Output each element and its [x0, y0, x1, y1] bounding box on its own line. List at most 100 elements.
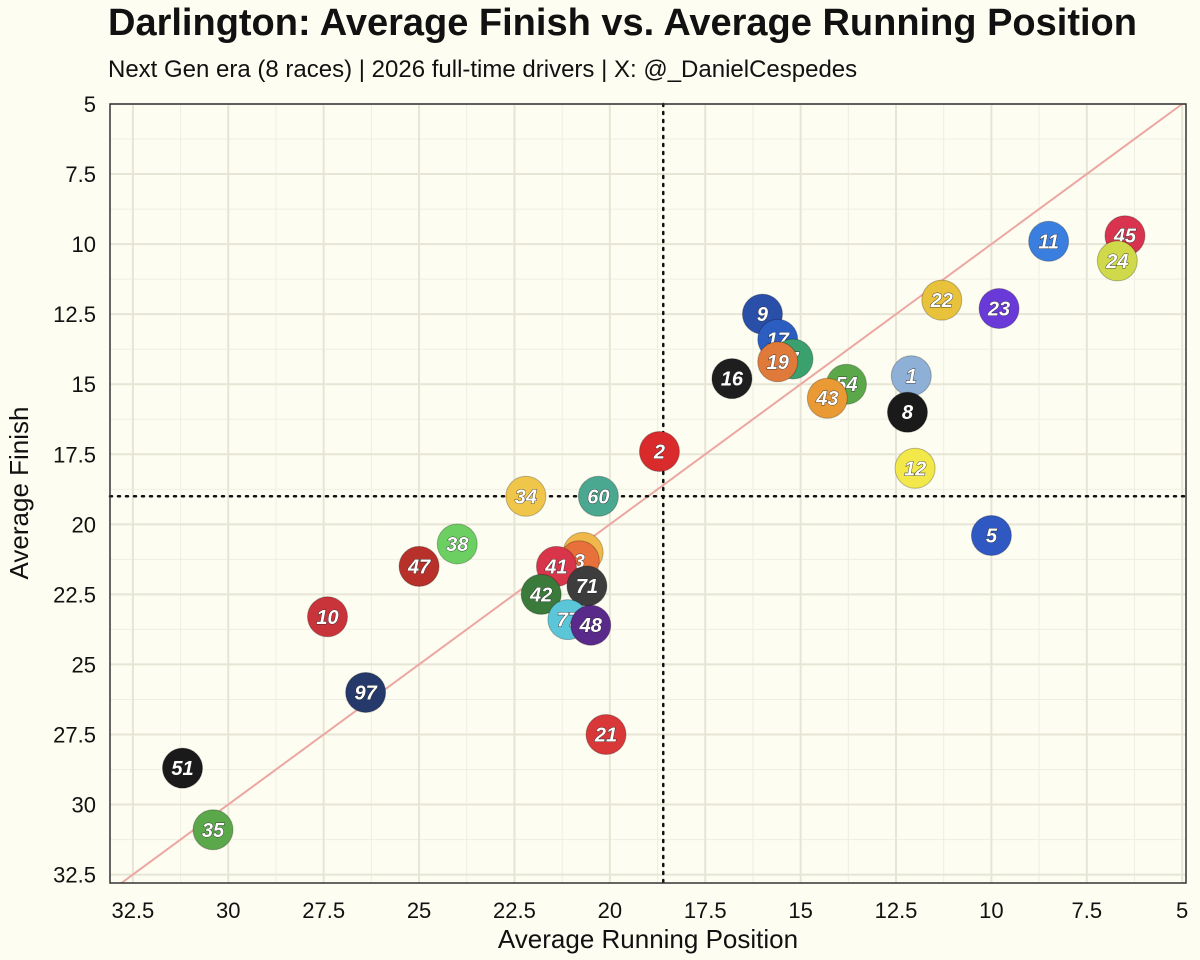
car-number-label: 41: [544, 556, 567, 578]
car-number-label: 43: [815, 388, 838, 410]
point-marker: [436, 523, 478, 565]
point-marker: [505, 475, 547, 517]
car-number-label: 51: [171, 758, 193, 780]
car-number-label: 10: [316, 607, 338, 629]
car-number-label: 21: [594, 724, 617, 746]
plot-frame: [109, 103, 1187, 884]
driver-point-51[interactable]: 51: [161, 747, 203, 789]
point-marker: [398, 545, 440, 587]
point-marker: [1028, 220, 1070, 262]
driver-point-5[interactable]: 5: [970, 515, 1012, 557]
car-number-label: 3: [574, 551, 585, 573]
x-tick-label: 12.5: [875, 898, 918, 923]
point-marker: [306, 596, 348, 638]
chart-subtitle: Next Gen era (8 races) | 2026 full-time …: [108, 56, 858, 83]
data-points: 4511242223917719161544382123460538434741…: [161, 215, 1146, 851]
car-number-label: 11: [1038, 231, 1059, 253]
driver-point-21[interactable]: 21: [585, 713, 627, 755]
x-tick-label: 32.5: [111, 898, 154, 923]
point-marker: [886, 391, 928, 433]
point-marker: [757, 341, 799, 383]
car-number-label: 5: [986, 526, 998, 548]
point-marker: [894, 447, 936, 489]
car-number-label: 97: [355, 682, 378, 704]
x-tick-label: 7.5: [1071, 898, 1102, 923]
car-number-label: 38: [446, 534, 469, 556]
car-number-label: 23: [987, 299, 1010, 321]
identity-reference-line: [120, 103, 1183, 884]
x-tick-label: 17.5: [684, 898, 727, 923]
y-tick-label: 7.5: [65, 162, 96, 187]
car-number-label: 60: [587, 486, 609, 508]
point-marker: [978, 288, 1020, 330]
point-marker: [711, 358, 753, 400]
driver-point-23[interactable]: 23: [978, 288, 1020, 330]
y-tick-label: 10: [72, 232, 96, 257]
x-tick-label: 5: [1176, 898, 1188, 923]
y-tick-label: 15: [72, 372, 96, 397]
car-number-label: 34: [515, 486, 537, 508]
driver-point-71[interactable]: 71: [566, 565, 608, 607]
driver-point-42[interactable]: 42: [520, 573, 562, 615]
y-tick-label: 22.5: [53, 582, 96, 607]
axis-ticks: 32.5 30 27.5 25 22.5 20 17.5 15 12.5 10 7.5 557.510…: [53, 92, 1188, 923]
driver-point-38[interactable]: 38: [436, 523, 478, 565]
car-number-label: 1: [906, 366, 917, 388]
driver-point-47[interactable]: 47: [398, 545, 440, 587]
chart-title: Darlington: Average Finish vs. Average R…: [108, 2, 1137, 44]
x-tick-label: 25: [407, 898, 431, 923]
driver-point-34[interactable]: 34: [505, 475, 547, 517]
point-marker: [806, 377, 848, 419]
point-marker: [638, 430, 680, 472]
point-marker: [345, 671, 387, 713]
x-tick-label: 10: [979, 898, 1003, 923]
y-tick-label: 27.5: [53, 722, 96, 747]
car-number-label: 48: [579, 615, 603, 637]
driver-point-16[interactable]: 16: [711, 358, 753, 400]
y-tick-label: 25: [72, 652, 96, 677]
point-marker: [192, 809, 234, 851]
point-marker: [577, 475, 619, 517]
point-marker: [585, 713, 627, 755]
y-tick-label: 20: [72, 512, 96, 537]
x-tick-label: 15: [788, 898, 812, 923]
car-number-label: 42: [529, 584, 552, 606]
driver-point-60[interactable]: 60: [577, 475, 619, 517]
driver-point-11[interactable]: 11: [1028, 220, 1070, 262]
x-axis-title: Average Running Position: [498, 924, 798, 954]
y-tick-label: 5: [84, 92, 96, 117]
y-tick-label: 30: [72, 793, 96, 818]
point-marker: [970, 515, 1012, 557]
car-number-label: 47: [407, 556, 431, 578]
car-number-label: 8: [902, 402, 914, 424]
driver-point-19[interactable]: 19: [757, 341, 799, 383]
x-tick-label: 20: [598, 898, 622, 923]
driver-point-48[interactable]: 48: [570, 604, 612, 646]
driver-point-2[interactable]: 2: [638, 430, 680, 472]
car-number-label: 9: [757, 304, 769, 326]
car-number-label: 19: [767, 352, 790, 374]
driver-point-10[interactable]: 10: [306, 596, 348, 638]
driver-point-35[interactable]: 35: [192, 809, 234, 851]
point-marker: [1096, 240, 1138, 282]
driver-point-1[interactable]: 1: [890, 355, 932, 397]
y-tick-label: 17.5: [53, 442, 96, 467]
driver-point-8[interactable]: 8: [886, 391, 928, 433]
car-number-label: 24: [1105, 251, 1128, 273]
driver-point-22[interactable]: 22: [921, 279, 963, 321]
point-marker: [161, 747, 203, 789]
driver-point-12[interactable]: 12: [894, 447, 936, 489]
x-tick-label: 30: [216, 898, 240, 923]
driver-point-97[interactable]: 97: [345, 671, 387, 713]
driver-point-24[interactable]: 24: [1096, 240, 1138, 282]
y-tick-label: 12.5: [53, 302, 96, 327]
point-marker: [520, 573, 562, 615]
reference-lines: [108, 102, 1188, 885]
car-number-label: 12: [904, 458, 926, 480]
car-number-label: 22: [930, 290, 953, 312]
driver-point-43[interactable]: 43: [806, 377, 848, 419]
car-number-label: 35: [202, 820, 225, 842]
y-tick-label: 32.5: [53, 863, 96, 888]
car-number-label: 16: [721, 369, 744, 391]
